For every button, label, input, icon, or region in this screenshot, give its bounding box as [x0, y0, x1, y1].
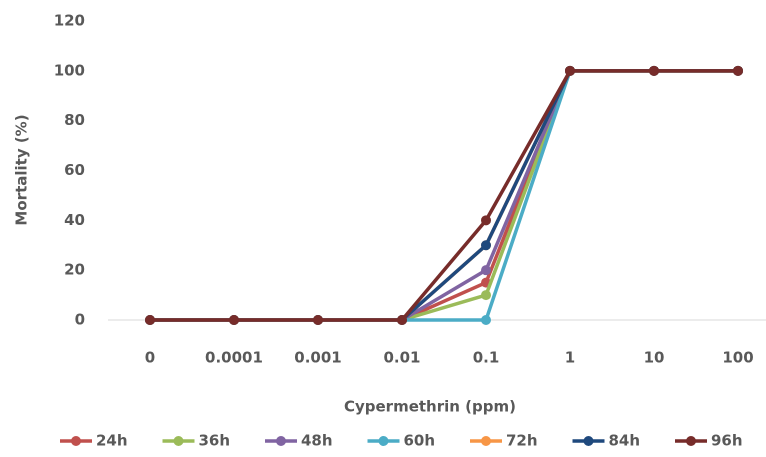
legend-marker [276, 436, 286, 446]
data-point [481, 290, 491, 301]
y-axis-title: Mortality (%) [13, 114, 31, 225]
legend-marker [583, 436, 594, 446]
y-tick-label: 80 [64, 111, 85, 129]
legend-marker [71, 436, 81, 446]
series-line [150, 69, 738, 322]
data-point [481, 265, 491, 276]
x-tick-label: 0 [145, 349, 155, 367]
x-tick-label: 10 [644, 349, 665, 367]
data-point [481, 215, 491, 226]
legend-marker [378, 436, 389, 446]
data-point [229, 315, 239, 325]
y-tick-label: 100 [54, 61, 85, 79]
legend-label: 24h [96, 432, 128, 450]
legend-label: 36h [199, 432, 231, 450]
legend-label: 72h [506, 432, 538, 450]
x-tick-label: 0.1 [473, 349, 500, 367]
data-point [481, 240, 491, 251]
legend-marker [686, 436, 696, 446]
legend-label: 96h [711, 432, 743, 450]
legend-label: 60h [404, 432, 436, 450]
y-tick-label: 0 [75, 311, 85, 329]
y-tick-label: 60 [64, 161, 85, 179]
data-point [733, 65, 743, 76]
x-axis-title: Cypermethrin (ppm) [344, 398, 516, 416]
series-line [150, 69, 738, 322]
legend-marker [481, 436, 491, 446]
data-point [481, 315, 491, 325]
y-tick-label: 20 [64, 261, 85, 279]
data-point [313, 315, 323, 325]
x-tick-label: 0.01 [383, 349, 420, 367]
y-tick-label: 40 [64, 211, 85, 229]
data-point [145, 315, 155, 325]
data-point [649, 65, 659, 76]
legend-label: 48h [301, 432, 333, 450]
data-point [397, 315, 407, 325]
x-tick-label: 0.001 [294, 349, 341, 367]
x-tick-label: 100 [722, 349, 753, 367]
data-point [565, 65, 575, 76]
legend-marker [173, 436, 184, 446]
x-tick-label: 1 [565, 349, 575, 367]
y-tick-label: 120 [54, 12, 85, 30]
legend-label: 84h [609, 432, 641, 450]
x-tick-label: 0.0001 [205, 349, 263, 367]
